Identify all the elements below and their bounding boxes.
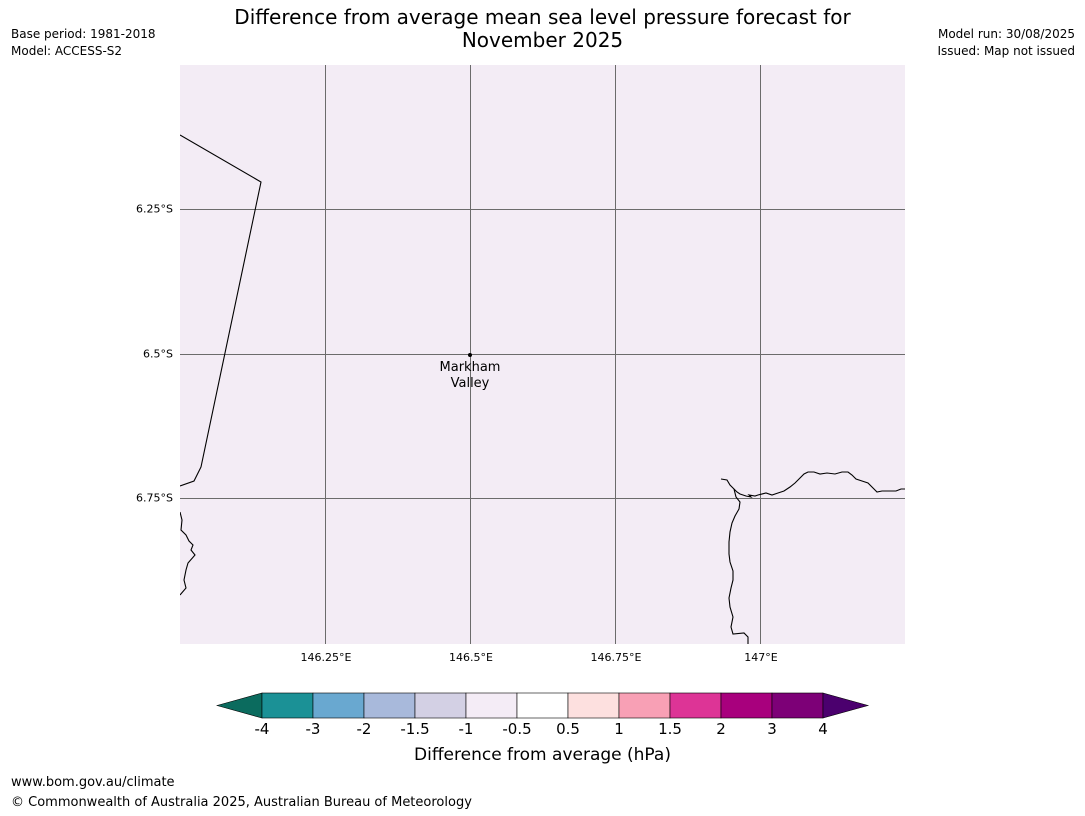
- colorbar-tick: -1: [458, 720, 474, 738]
- place-label-line2: Valley: [450, 376, 490, 391]
- map-title-line2: November 2025: [461, 28, 624, 52]
- colorbar-bin: [465, 692, 518, 719]
- colorbar-bin: [312, 692, 365, 719]
- colorbar-title: Difference from average (hPa): [414, 745, 671, 765]
- lon-label-146-5: 146.5°E: [449, 651, 493, 664]
- colorbar-bin: [618, 692, 671, 719]
- lon-label-146-75: 146.75°E: [590, 651, 642, 664]
- colorbar-high-extend: [822, 692, 870, 719]
- map-svg: [180, 65, 905, 644]
- boundaries: [180, 134, 905, 644]
- lat-label-6-25: 6.25°S: [136, 202, 173, 216]
- colorbar-bins: [261, 692, 824, 719]
- colorbar-tick: -4: [254, 720, 270, 738]
- model-name: Model: ACCESS-S2: [11, 44, 123, 58]
- colorbar-tick: 1.5: [658, 720, 682, 738]
- map-title: Difference from average mean sea level p…: [180, 6, 905, 52]
- colorbar-bin: [414, 692, 467, 719]
- issued-status: Issued: Map not issued: [937, 44, 1075, 58]
- lat-label-6-75: 6.75°S: [136, 491, 173, 505]
- colorbar-tick: 1: [614, 720, 624, 738]
- colorbar-low-extend: [215, 692, 263, 719]
- colorbar-bin: [516, 692, 569, 719]
- colorbar-svg: [215, 692, 870, 719]
- meta-left: Base period: 1981-2018 Model: ACCESS-S2: [11, 26, 156, 60]
- coastline-east: [728, 488, 749, 644]
- colorbar-tick: 4: [818, 720, 828, 738]
- place-marker[interactable]: [468, 353, 472, 357]
- model-run: Model run: 30/08/2025: [937, 27, 1075, 41]
- meta-right: Model run: 30/08/2025 Issued: Map not is…: [937, 26, 1075, 60]
- colorbar-tick: -1.5: [400, 720, 430, 738]
- place-label: Markham Valley: [440, 360, 501, 392]
- base-period: Base period: 1981-2018: [11, 27, 156, 41]
- lat-label-6-5: 6.5°S: [143, 347, 173, 361]
- colorbar-tick: 2: [716, 720, 726, 738]
- footer-copyright: © Commonwealth of Australia 2025, Austra…: [11, 795, 472, 810]
- map-title-line1: Difference from average mean sea level p…: [234, 5, 851, 29]
- colorbar-tick: -2: [356, 720, 372, 738]
- lon-label-147: 147°E: [744, 651, 778, 664]
- colorbar-tick: -0.5: [502, 720, 532, 738]
- colorbar-bin: [720, 692, 773, 719]
- colorbar-tick: -3: [305, 720, 321, 738]
- colorbar: [215, 692, 870, 719]
- colorbar-tick: 0.5: [556, 720, 580, 738]
- colorbar-tick: 3: [767, 720, 777, 738]
- province-boundary: [180, 134, 262, 487]
- colorbar-bin: [261, 692, 314, 719]
- coastline-west: [180, 511, 196, 596]
- lon-label-146-25: 146.25°E: [300, 651, 352, 664]
- coastline-north: [720, 471, 905, 498]
- footer-url[interactable]: www.bom.gov.au/climate: [11, 775, 175, 790]
- colorbar-bin: [771, 692, 824, 719]
- gridlines: [180, 65, 905, 644]
- colorbar-bin: [669, 692, 722, 719]
- place-label-line1: Markham: [439, 360, 501, 375]
- colorbar-bin: [363, 692, 416, 719]
- map-panel[interactable]: [180, 65, 905, 644]
- colorbar-bin: [567, 692, 620, 719]
